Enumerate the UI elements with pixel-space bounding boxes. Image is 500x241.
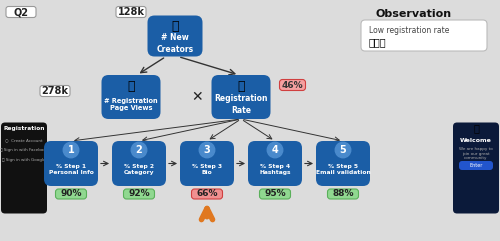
Circle shape bbox=[267, 142, 283, 158]
FancyBboxPatch shape bbox=[260, 189, 290, 199]
Text: 92%: 92% bbox=[128, 189, 150, 199]
FancyBboxPatch shape bbox=[116, 7, 146, 18]
Text: 🎉: 🎉 bbox=[238, 80, 245, 93]
FancyBboxPatch shape bbox=[1, 122, 47, 214]
FancyBboxPatch shape bbox=[124, 189, 154, 199]
Text: ✕: ✕ bbox=[191, 90, 203, 104]
Text: 🎊: 🎊 bbox=[473, 123, 479, 134]
Text: We are happy to
join our great
community: We are happy to join our great community bbox=[459, 147, 493, 161]
Text: 3: 3 bbox=[204, 145, 210, 155]
Text: 2: 2 bbox=[136, 145, 142, 155]
Circle shape bbox=[131, 142, 147, 158]
Circle shape bbox=[335, 142, 351, 158]
FancyBboxPatch shape bbox=[316, 141, 370, 186]
Text: Registration: Registration bbox=[4, 126, 45, 131]
Text: Enter: Enter bbox=[470, 163, 482, 168]
Text: ⬜ Sign in with Google: ⬜ Sign in with Google bbox=[2, 158, 46, 162]
FancyBboxPatch shape bbox=[112, 141, 166, 186]
FancyBboxPatch shape bbox=[56, 189, 86, 199]
Text: % Step 1
Personal Info: % Step 1 Personal Info bbox=[48, 164, 94, 175]
Text: 278k: 278k bbox=[42, 86, 68, 96]
Text: 128k: 128k bbox=[118, 7, 144, 17]
FancyBboxPatch shape bbox=[102, 75, 160, 119]
Text: Observation: Observation bbox=[376, 8, 452, 19]
FancyBboxPatch shape bbox=[44, 141, 98, 186]
FancyBboxPatch shape bbox=[212, 75, 270, 119]
Text: 88%: 88% bbox=[332, 189, 354, 199]
Text: # Registration
Page Views: # Registration Page Views bbox=[104, 98, 158, 111]
Text: # New
Creators: # New Creators bbox=[156, 33, 194, 54]
Text: ⬜ Sign in with Facebook: ⬜ Sign in with Facebook bbox=[0, 148, 48, 152]
Text: % Step 2
Category: % Step 2 Category bbox=[124, 164, 154, 175]
FancyBboxPatch shape bbox=[40, 86, 70, 96]
Text: % Step 5
Email validation: % Step 5 Email validation bbox=[316, 164, 370, 175]
Text: Welcome: Welcome bbox=[460, 139, 492, 143]
Text: 46%: 46% bbox=[282, 80, 304, 89]
Text: 95%: 95% bbox=[264, 189, 286, 199]
Text: % Step 4
Hashtags: % Step 4 Hashtags bbox=[259, 164, 291, 175]
FancyBboxPatch shape bbox=[180, 141, 234, 186]
Text: 🔒🔒🔒: 🔒🔒🔒 bbox=[369, 37, 386, 47]
Text: 66%: 66% bbox=[196, 189, 218, 199]
Text: 90%: 90% bbox=[60, 189, 82, 199]
FancyBboxPatch shape bbox=[280, 80, 305, 91]
FancyBboxPatch shape bbox=[148, 15, 203, 56]
FancyBboxPatch shape bbox=[6, 7, 36, 18]
Text: Low registration rate: Low registration rate bbox=[369, 26, 450, 34]
Text: % Step 3
Bio: % Step 3 Bio bbox=[192, 164, 222, 175]
Text: ○  Create Account: ○ Create Account bbox=[5, 138, 43, 142]
Text: 4: 4 bbox=[272, 145, 278, 155]
FancyBboxPatch shape bbox=[453, 122, 499, 214]
Text: Registration
Rate: Registration Rate bbox=[214, 94, 268, 114]
Text: 🚁: 🚁 bbox=[127, 80, 135, 93]
Text: 5: 5 bbox=[340, 145, 346, 155]
Circle shape bbox=[63, 142, 79, 158]
Text: Q2: Q2 bbox=[14, 7, 28, 17]
FancyBboxPatch shape bbox=[459, 161, 493, 170]
Text: 👩: 👩 bbox=[171, 20, 179, 33]
Text: 1: 1 bbox=[68, 145, 74, 155]
FancyBboxPatch shape bbox=[361, 20, 487, 51]
FancyBboxPatch shape bbox=[328, 189, 358, 199]
Circle shape bbox=[199, 142, 214, 158]
FancyBboxPatch shape bbox=[192, 189, 222, 199]
FancyBboxPatch shape bbox=[248, 141, 302, 186]
